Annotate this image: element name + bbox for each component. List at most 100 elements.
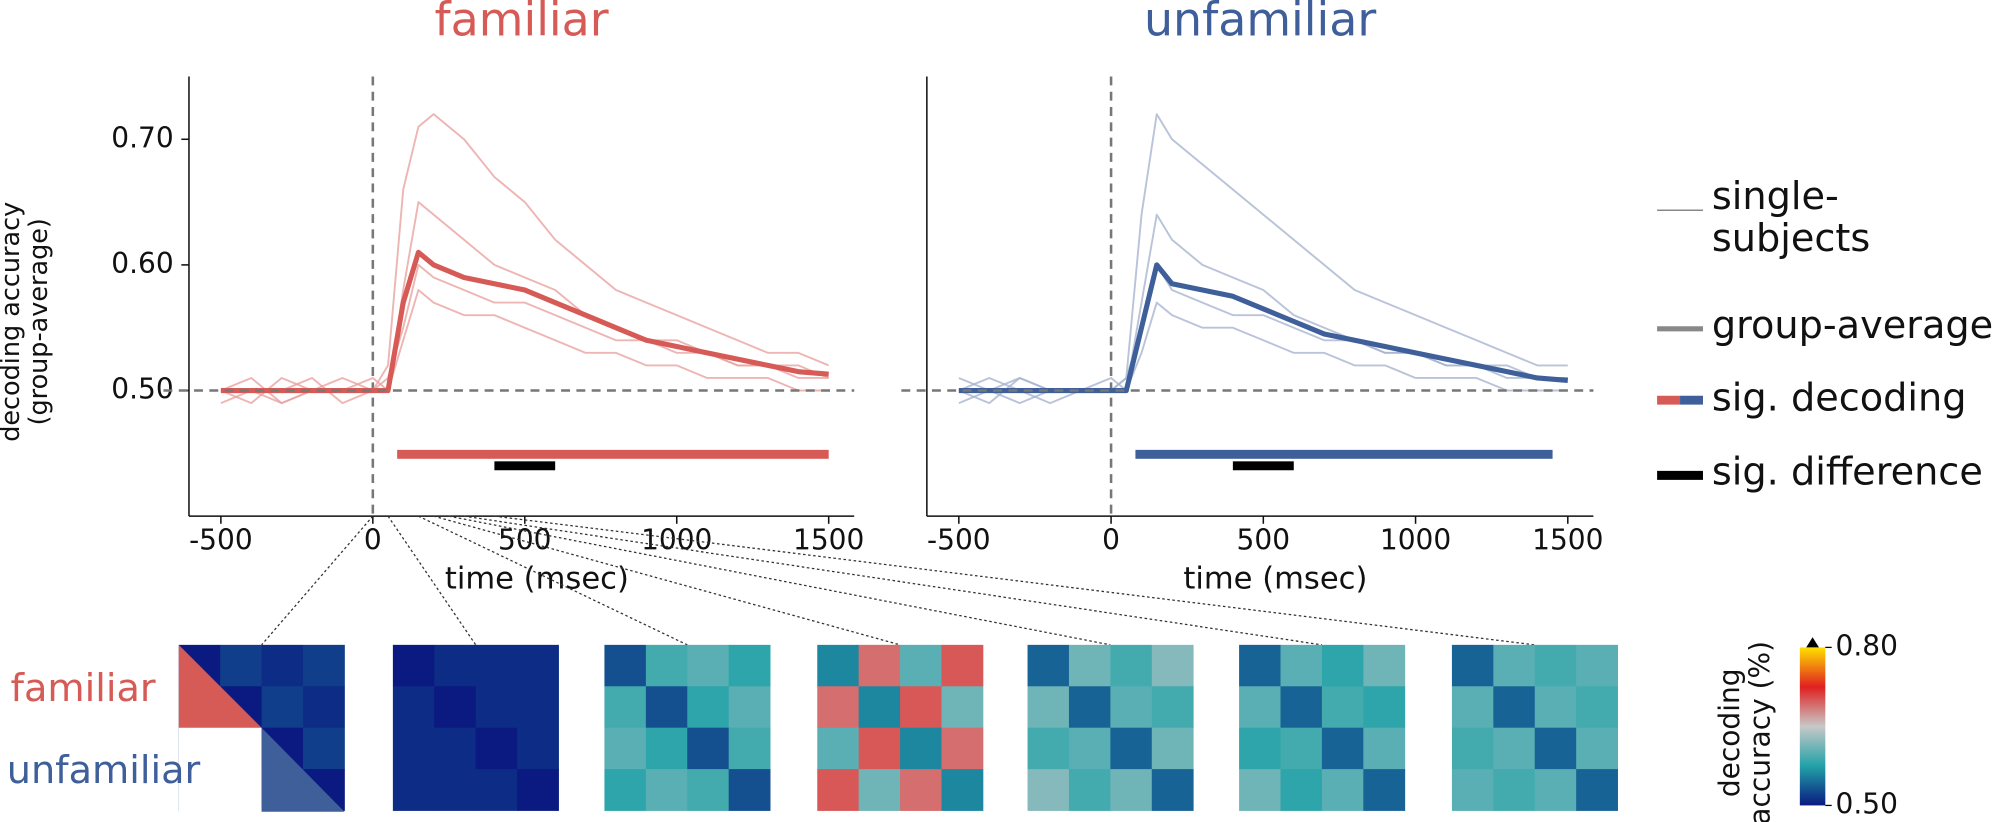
matrix-cell: [645, 727, 688, 770]
colorbar-label: decodingaccuracy (%): [1713, 641, 1777, 822]
matrix-cell: [1493, 686, 1536, 729]
matrix-cell: [434, 769, 477, 811]
y-tick-label: 0.60: [111, 247, 173, 280]
sig-difference-bar: [1232, 461, 1294, 471]
matrix-cell: [517, 644, 559, 687]
matrix-cell: [1151, 727, 1194, 770]
matrix-cell: [645, 644, 688, 687]
matrix-cell: [900, 686, 942, 729]
matrix-cell: [1493, 644, 1536, 687]
matrix-cell: [1239, 686, 1281, 729]
key-blank: [178, 727, 262, 812]
connector: [261, 515, 374, 646]
matrix-cell: [1068, 727, 1111, 770]
matrix-cell: [220, 644, 262, 687]
matrix-cell: [261, 686, 304, 729]
sig-decoding-bar: [1135, 449, 1553, 459]
matrix-cell: [604, 727, 647, 770]
matrix-cell: [604, 686, 647, 729]
matrix-cell: [1576, 686, 1618, 729]
matrix-cell: [858, 644, 901, 687]
matrix-cell: [1068, 686, 1111, 729]
matrix-cell: [392, 769, 435, 811]
colorbar-tick-label: 0.80: [1836, 629, 1898, 662]
matrix-cell: [392, 727, 435, 770]
matrix-cell: [475, 686, 518, 729]
matrix-cell: [941, 769, 984, 811]
matrix-cell: [604, 769, 647, 811]
matrix-cell: [475, 644, 518, 687]
matrix-cell: [1151, 686, 1194, 729]
single-subject-line: [958, 263, 1568, 405]
sig-decoding-bar: [397, 449, 829, 459]
x-tick-label: 500: [1237, 524, 1290, 557]
panel-title: unfamiliar: [1144, 0, 1376, 46]
matrix-cell: [1576, 769, 1618, 811]
connector: [433, 515, 901, 646]
colorbar: [1799, 647, 1826, 806]
matrix-cell: [1363, 727, 1406, 770]
matrix-cell: [1027, 686, 1070, 729]
matrix-cell: [517, 727, 559, 770]
colorbar-tick-label: 0.50: [1836, 787, 1898, 820]
matrix-cell: [1027, 727, 1070, 770]
matrix-cell: [817, 769, 860, 811]
matrix-cell: [687, 686, 730, 729]
matrix-cell: [434, 644, 477, 687]
matrix-cell: [687, 644, 730, 687]
matrix-cell: [941, 727, 984, 770]
matrix-cell: [1280, 644, 1323, 687]
matrix-cell: [392, 686, 435, 729]
x-axis-label: time (msec): [1183, 561, 1367, 596]
matrix-cell: [1363, 644, 1406, 687]
connector: [387, 515, 477, 646]
y-axis-label: decoding accuracy(group-average): [0, 202, 54, 442]
matrix-cell: [1493, 769, 1536, 811]
x-tick-label: 0: [364, 524, 382, 557]
sig-difference-bar: [494, 461, 556, 471]
matrix-cell: [1534, 727, 1577, 770]
x-tick-label: -500: [189, 524, 253, 557]
matrix-cell: [392, 644, 435, 687]
x-tick-label: 500: [498, 524, 551, 557]
matrix-cell: [1534, 686, 1577, 729]
matrix-cell: [645, 686, 688, 729]
matrix-cell: [1151, 644, 1194, 687]
matrix-cell: [1576, 644, 1618, 687]
matrix-cell: [475, 727, 518, 770]
matrix-cell: [687, 727, 730, 770]
key-label-unfamiliar: unfamiliar: [7, 749, 201, 793]
x-axis-label: time (msec): [445, 561, 629, 596]
legend-label: sig. decoding: [1712, 377, 1967, 421]
connector: [448, 515, 1111, 646]
matrix-cell: [1321, 644, 1364, 687]
matrix-cell: [645, 769, 688, 811]
matrix-cell: [261, 644, 304, 687]
matrix-cell: [941, 686, 984, 729]
matrix-cell: [1110, 686, 1153, 729]
matrix-cell: [517, 686, 559, 729]
connector: [418, 515, 688, 646]
matrix-cell: [858, 727, 901, 770]
matrix-cell: [1534, 644, 1577, 687]
matrix-cell: [1451, 727, 1494, 770]
matrix-cell: [1027, 644, 1070, 687]
x-tick-label: 1500: [1532, 524, 1603, 557]
matrix-cell: [1534, 769, 1577, 811]
single-subject-line: [958, 113, 1568, 405]
matrix-cell: [687, 769, 730, 811]
matrix-cell: [1280, 727, 1323, 770]
legend-label: group-average: [1712, 304, 1993, 348]
matrix-cell: [303, 644, 345, 687]
matrix-cell: [1239, 644, 1281, 687]
matrix-cell: [900, 769, 942, 811]
matrix-cell: [1151, 769, 1194, 811]
matrix-cell: [434, 727, 477, 770]
matrix-cell: [303, 686, 345, 729]
matrix-cell: [1493, 727, 1536, 770]
matrix-cell: [728, 769, 771, 811]
x-tick-label: 0: [1102, 524, 1120, 557]
y-tick-label: 0.50: [111, 373, 173, 406]
matrix-cell: [728, 727, 771, 770]
